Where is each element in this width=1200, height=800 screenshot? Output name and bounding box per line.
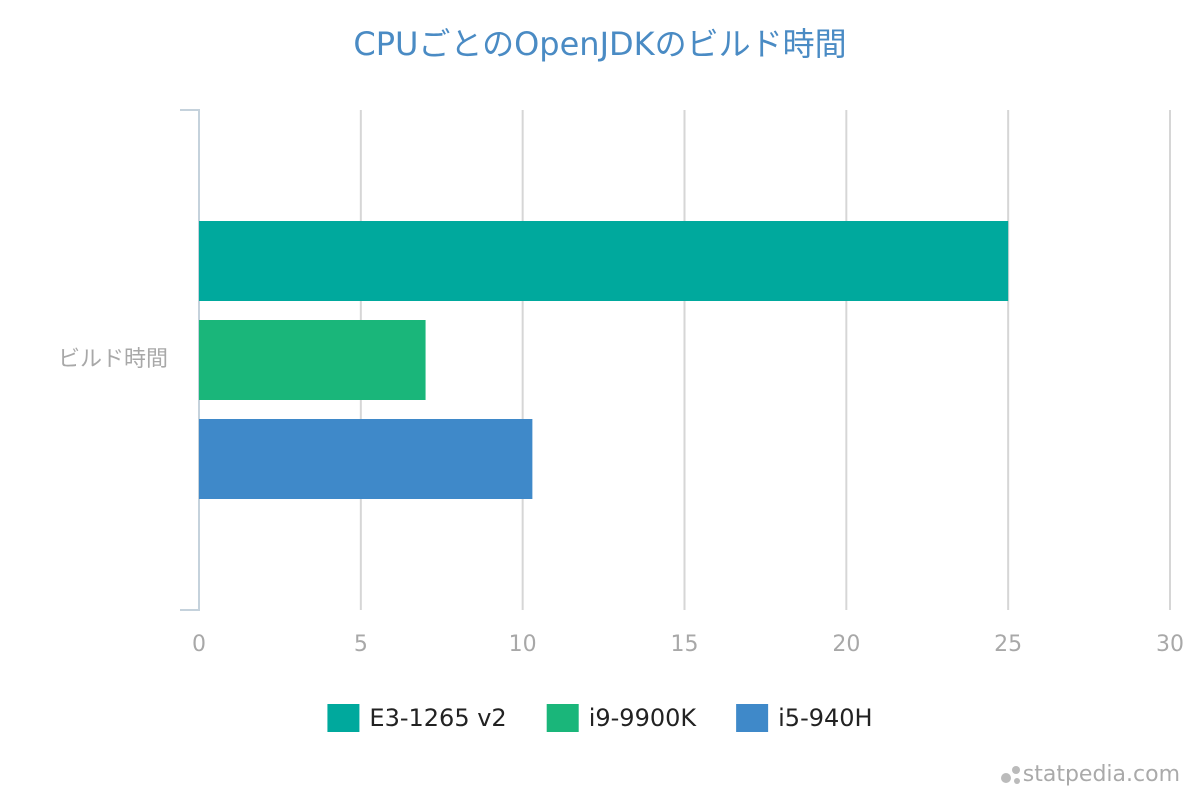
- watermark-icon: [1012, 766, 1020, 774]
- bar: [199, 320, 426, 400]
- legend-swatch: [736, 704, 769, 732]
- bar: [199, 221, 1009, 301]
- legend-swatch: [546, 704, 579, 732]
- chart-title: CPUごとのOpenJDKのビルド時間: [353, 25, 846, 63]
- x-tick-label: 30: [1156, 632, 1184, 657]
- x-tick-label: 15: [671, 632, 699, 657]
- x-tick-label: 0: [192, 632, 206, 657]
- watermark: statpedia.com: [1001, 762, 1180, 787]
- legend-label: i9-9900K: [589, 704, 698, 732]
- watermark-icon: [1001, 773, 1011, 783]
- x-tick-label: 20: [832, 632, 860, 657]
- bar: [199, 419, 533, 499]
- y-axis: [180, 109, 200, 611]
- watermark-text: statpedia.com: [1023, 762, 1180, 787]
- watermark-icon: [1014, 778, 1020, 784]
- y-tick-label: ビルド時間: [58, 347, 168, 372]
- x-tick-label: 10: [509, 632, 537, 657]
- legend-label: E3-1265 v2: [369, 704, 506, 732]
- x-tick-label: 25: [994, 632, 1022, 657]
- x-tick-label: 5: [354, 632, 368, 657]
- legend-label: i5-940H: [778, 704, 872, 732]
- legend-swatch: [327, 704, 360, 732]
